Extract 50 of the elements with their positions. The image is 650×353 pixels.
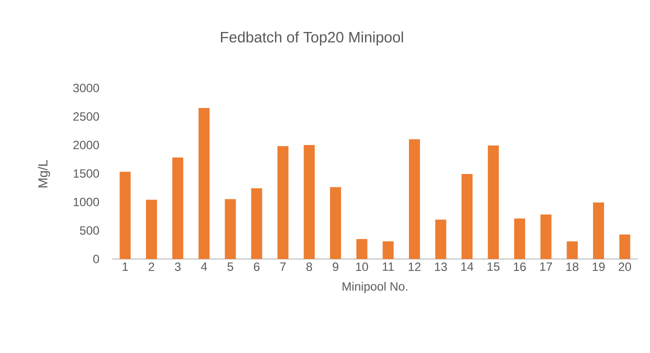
x-tick-label: 8 bbox=[306, 262, 312, 272]
x-tick-label: 16 bbox=[514, 262, 526, 272]
y-axis-title: Mg/L bbox=[38, 160, 50, 188]
x-tick-label: 5 bbox=[228, 262, 234, 271]
y-tick-label: 500 bbox=[80, 226, 100, 235]
y-tick-label: 3000 bbox=[73, 84, 100, 92]
bar bbox=[172, 158, 184, 259]
y-tick-label: 2000 bbox=[73, 140, 100, 150]
x-tick-label: 19 bbox=[592, 262, 605, 272]
bar bbox=[593, 202, 604, 259]
x-tick-label: 15 bbox=[488, 262, 500, 271]
bar bbox=[619, 234, 630, 259]
bar bbox=[462, 174, 473, 259]
bar bbox=[566, 241, 578, 259]
bar bbox=[277, 146, 288, 259]
bar bbox=[120, 172, 131, 259]
bar bbox=[251, 188, 262, 259]
bar bbox=[330, 187, 342, 259]
x-tick-label: 17 bbox=[540, 262, 552, 271]
x-tick-label: 18 bbox=[566, 262, 578, 272]
y-tick-label: 1500 bbox=[74, 169, 100, 178]
x-tick-label: 13 bbox=[434, 262, 447, 272]
x-tick-label: 20 bbox=[618, 262, 632, 272]
bar bbox=[304, 144, 315, 259]
x-tick-label: 6 bbox=[254, 262, 260, 272]
x-tick-label: 4 bbox=[201, 262, 208, 271]
bar bbox=[408, 139, 420, 259]
y-tick-label: 2500 bbox=[73, 112, 100, 121]
y-tick-label: 1000 bbox=[74, 198, 100, 206]
bar bbox=[382, 241, 394, 259]
bar bbox=[146, 200, 157, 259]
x-tick-label: 1 bbox=[122, 262, 128, 271]
x-axis-title: Minipool No. bbox=[342, 282, 408, 294]
y-tick-label: 0 bbox=[93, 254, 100, 264]
bar bbox=[435, 220, 446, 259]
x-tick-label: 12 bbox=[408, 262, 421, 271]
bar bbox=[514, 218, 526, 259]
x-tick-label: 10 bbox=[356, 262, 368, 272]
x-tick-label: 14 bbox=[461, 262, 474, 271]
bar bbox=[224, 199, 236, 259]
bar bbox=[198, 108, 210, 259]
x-tick-label: 3 bbox=[174, 262, 181, 272]
bar bbox=[488, 146, 499, 259]
x-tick-label: 9 bbox=[332, 262, 338, 272]
bar bbox=[540, 214, 552, 259]
x-tick-label: 2 bbox=[148, 262, 154, 271]
chart-title: Fedbatch of Top20 Minipool bbox=[220, 31, 403, 46]
bar bbox=[356, 239, 368, 259]
x-tick-label: 7 bbox=[280, 262, 286, 271]
x-tick-label: 11 bbox=[382, 262, 394, 271]
